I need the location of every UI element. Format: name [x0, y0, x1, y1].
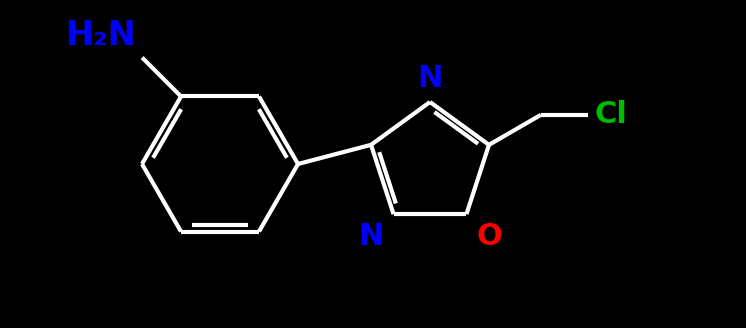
- Text: O: O: [477, 222, 502, 251]
- Text: N: N: [358, 222, 383, 251]
- Text: N: N: [417, 64, 442, 93]
- Text: Cl: Cl: [595, 100, 628, 129]
- Text: H₂N: H₂N: [66, 19, 137, 51]
